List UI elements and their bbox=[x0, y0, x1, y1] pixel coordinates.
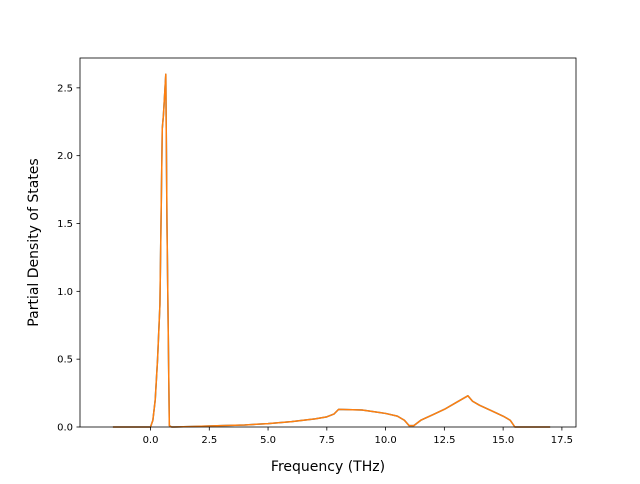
y-tick-label: 2.5 bbox=[57, 83, 73, 94]
x-tick-label: 2.5 bbox=[201, 435, 217, 446]
x-axis-label: Frequency (THz) bbox=[271, 459, 385, 475]
x-tick-label: 12.5 bbox=[433, 435, 455, 446]
x-tick-label: 17.5 bbox=[551, 435, 573, 446]
y-tick-label: 1.0 bbox=[57, 287, 73, 298]
y-axis-ticks: 0.0 0.5 1.0 1.5 2.0 2.5 bbox=[57, 83, 80, 434]
x-tick-label: 7.5 bbox=[319, 435, 335, 446]
y-tick-label: 0.5 bbox=[57, 355, 73, 366]
x-tick-label: 15.0 bbox=[492, 435, 514, 446]
y-axis-label: Partial Density of States bbox=[26, 158, 42, 326]
series-line-2 bbox=[112, 73, 551, 428]
x-axis-ticks: 0.0 2.5 5.0 7.5 10.0 12.5 15.0 17.5 bbox=[143, 427, 573, 446]
x-tick-label: 0.0 bbox=[143, 435, 159, 446]
y-tick-label: 0.0 bbox=[57, 423, 73, 434]
x-tick-label: 5.0 bbox=[260, 435, 276, 446]
y-tick-label: 2.0 bbox=[57, 151, 73, 162]
plot-frame bbox=[79, 57, 577, 428]
y-tick-label: 1.5 bbox=[57, 219, 73, 230]
x-tick-label: 10.0 bbox=[374, 435, 396, 446]
series-layer bbox=[112, 73, 551, 428]
